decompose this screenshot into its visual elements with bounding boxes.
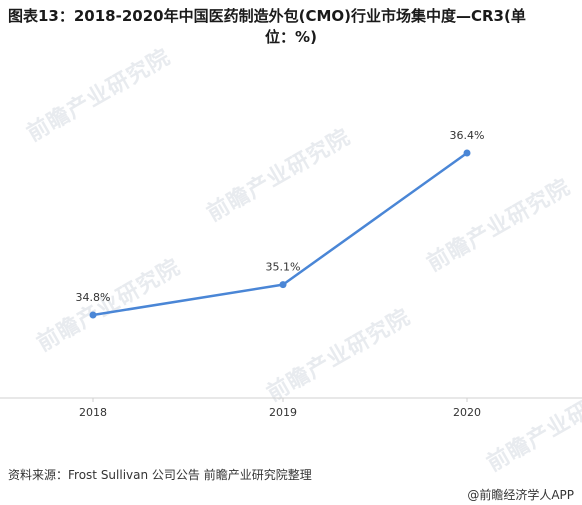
source-note: 资料来源：Frost Sullivan 公司公告 前瞻产业研究院整理 — [8, 468, 312, 482]
x-tick-label: 2018 — [79, 406, 107, 419]
data-label: 36.4% — [450, 129, 485, 142]
title-line-2: 位：%) — [265, 28, 317, 46]
series-line — [92, 151, 468, 317]
data-label: 34.8% — [76, 291, 111, 304]
data-point — [89, 311, 97, 319]
x-tick-label: 2019 — [269, 406, 297, 419]
data-point — [463, 149, 471, 157]
title-line-1: 图表13：2018-2020年中国医药制造外包(CMO)行业市场集中度—CR3(… — [8, 7, 526, 25]
x-tick-label: 2020 — [453, 406, 481, 419]
chart-title: 图表13：2018-2020年中国医药制造外包(CMO)行业市场集中度—CR3(… — [8, 6, 574, 48]
data-label: 35.1% — [266, 261, 301, 274]
brand-credit: @前瞻经济学人APP — [467, 488, 574, 502]
data-point — [279, 281, 287, 289]
